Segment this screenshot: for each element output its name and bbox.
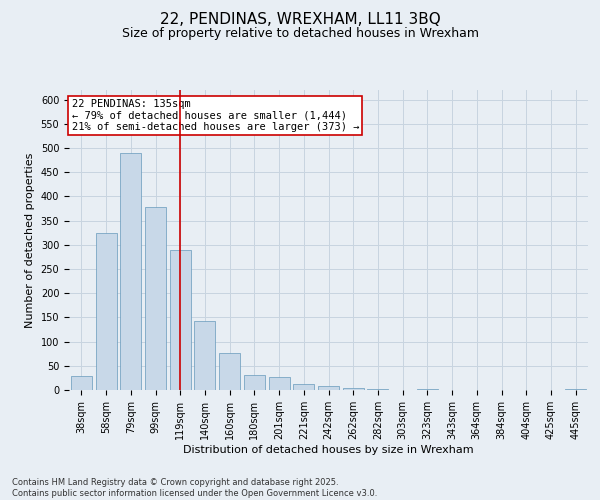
Bar [565,388,586,390]
Bar [120,153,141,390]
Y-axis label: Number of detached properties: Number of detached properties [25,152,35,328]
Bar [417,388,438,390]
Text: Size of property relative to detached houses in Wrexham: Size of property relative to detached ho… [121,28,479,40]
Bar [170,250,191,390]
Bar [145,207,166,390]
Bar [71,376,92,390]
Bar [269,377,290,390]
Bar [244,376,265,390]
Bar [343,388,364,390]
Bar [219,353,240,390]
Bar [95,232,116,390]
Bar [367,389,388,390]
Bar [318,386,339,390]
Text: 22 PENDINAS: 135sqm
← 79% of detached houses are smaller (1,444)
21% of semi-det: 22 PENDINAS: 135sqm ← 79% of detached ho… [71,99,359,132]
Bar [194,321,215,390]
Bar [293,384,314,390]
Text: Contains HM Land Registry data © Crown copyright and database right 2025.
Contai: Contains HM Land Registry data © Crown c… [12,478,377,498]
Text: 22, PENDINAS, WREXHAM, LL11 3BQ: 22, PENDINAS, WREXHAM, LL11 3BQ [160,12,440,28]
X-axis label: Distribution of detached houses by size in Wrexham: Distribution of detached houses by size … [183,444,474,454]
